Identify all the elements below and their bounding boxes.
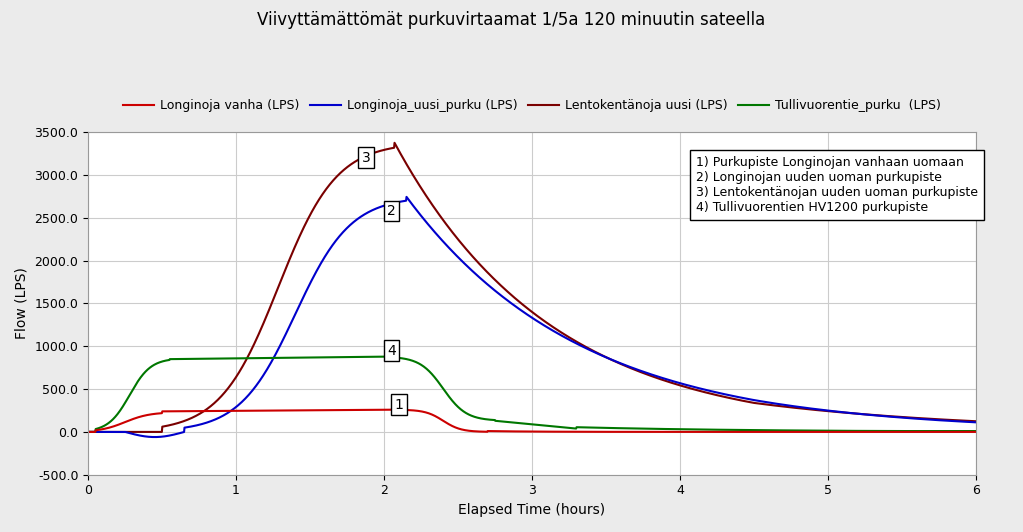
Tullivuorentie_purku  (LPS) [514,420,526,426]
Text: Viivyttämättömät purkuvirtaamat 1/5a 120 minuutin sateella: Viivyttämättömät purkuvirtaamat 1/5a 120… [258,11,765,29]
Longinoja vanha (LPS) [514,428,526,435]
Lentokentänoja uusi (LPS) [82,429,94,435]
Line: Longinoja vanha (LPS): Longinoja vanha (LPS) [88,410,976,432]
Longinoja_uusi_purku (LPS) [82,429,94,435]
Legend: Longinoja vanha (LPS), Longinoja_uusi_purku (LPS), Lentokentänoja uusi (LPS), Tu: Longinoja vanha (LPS), Longinoja_uusi_pu… [118,94,946,117]
Lentokentänoja uusi (LPS) [782,404,794,410]
Text: 1) Purkupiste Longinojan vanhaan uomaan
2) Longinojan uuden uoman purkupiste
3) : 1) Purkupiste Longinojan vanhaan uomaan … [696,156,978,214]
Longinoja vanha (LPS) [82,429,94,435]
Line: Tullivuorentie_purku  (LPS): Tullivuorentie_purku (LPS) [88,356,976,432]
Tullivuorentie_purku  (LPS) [944,428,957,434]
Text: 4: 4 [387,344,396,358]
Lentokentänoja uusi (LPS) [127,429,139,435]
Longinoja_uusi_purku (LPS) [970,419,982,426]
Lentokentänoja uusi (LPS) [970,418,982,425]
Tullivuorentie_purku  (LPS) [490,418,502,424]
Lentokentänoja uusi (LPS) [944,417,957,423]
X-axis label: Elapsed Time (hours): Elapsed Time (hours) [458,503,606,517]
Longinoja vanha (LPS) [944,429,957,435]
Longinoja_uusi_purku (LPS) [400,194,412,200]
Y-axis label: Flow (LPS): Flow (LPS) [15,268,29,339]
Lentokentänoja uusi (LPS) [490,278,502,285]
Lentokentänoja uusi (LPS) [514,300,526,306]
Tullivuorentie_purku  (LPS) [385,353,397,360]
Longinoja_uusi_purku (LPS) [782,402,794,409]
Longinoja vanha (LPS) [944,429,957,435]
Longinoja vanha (LPS) [782,429,794,435]
Text: 3: 3 [362,151,370,165]
Longinoja_uusi_purku (LPS) [491,289,503,295]
Tullivuorentie_purku  (LPS) [127,385,139,392]
Tullivuorentie_purku  (LPS) [82,429,94,435]
Longinoja_uusi_purku (LPS) [944,418,957,424]
Line: Longinoja_uusi_purku (LPS): Longinoja_uusi_purku (LPS) [88,197,976,437]
Text: 1: 1 [395,397,403,412]
Longinoja vanha (LPS) [127,415,139,422]
Lentokentänoja uusi (LPS) [389,139,401,146]
Longinoja vanha (LPS) [490,428,502,435]
Longinoja_uusi_purku (LPS) [944,418,957,424]
Longinoja vanha (LPS) [970,429,982,435]
Tullivuorentie_purku  (LPS) [782,427,794,434]
Line: Lentokentänoja uusi (LPS): Lentokentänoja uusi (LPS) [88,143,976,432]
Lentokentänoja uusi (LPS) [944,417,957,423]
Longinoja_uusi_purku (LPS) [148,434,161,440]
Longinoja vanha (LPS) [393,406,405,413]
Text: 2: 2 [387,204,396,218]
Tullivuorentie_purku  (LPS) [944,428,957,434]
Tullivuorentie_purku  (LPS) [970,428,982,434]
Longinoja_uusi_purku (LPS) [127,431,139,437]
Longinoja_uusi_purku (LPS) [515,307,527,313]
